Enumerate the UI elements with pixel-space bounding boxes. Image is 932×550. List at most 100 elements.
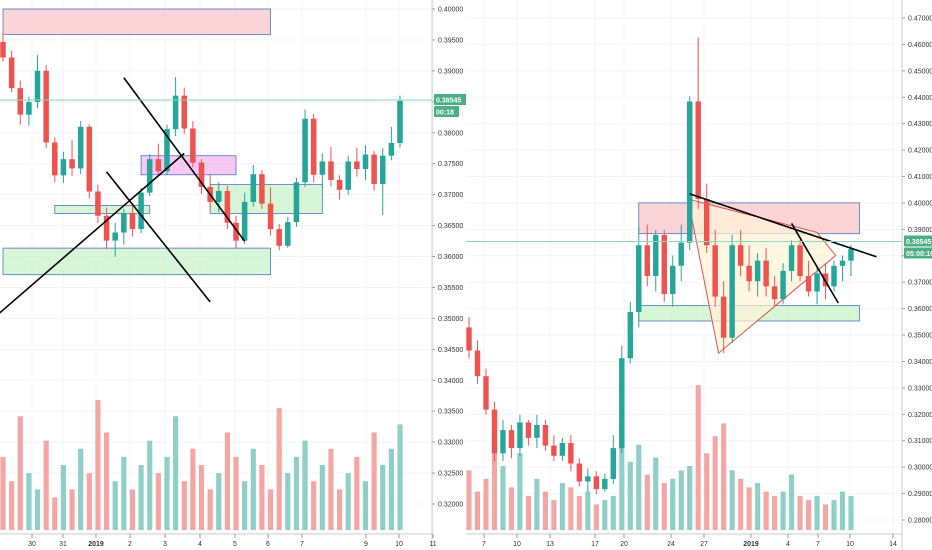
resistance-zone[interactable] [2, 8, 271, 35]
candle-body[interactable] [241, 201, 248, 241]
candle-body[interactable] [164, 129, 170, 172]
left-chart-panel[interactable]: 0.400000.395000.390000.385000.380000.375… [0, 0, 466, 550]
support-zone[interactable] [2, 247, 271, 276]
candle-body[interactable] [52, 142, 58, 176]
candle-body[interactable] [388, 143, 395, 156]
candle-body[interactable] [661, 234, 667, 295]
candle-body[interactable] [379, 155, 386, 185]
candle-body[interactable] [293, 182, 300, 223]
candle-body[interactable] [695, 101, 701, 200]
candle-body[interactable] [259, 174, 265, 204]
candle-body[interactable] [155, 159, 162, 172]
candle-body[interactable] [644, 245, 650, 277]
candle-body[interactable] [712, 245, 718, 297]
candle-body[interactable] [215, 190, 222, 202]
candle-body[interactable] [653, 234, 659, 277]
candle-body[interactable] [610, 448, 617, 479]
time-axis[interactable]: 7 10 13 17 20 24 27 2019 4 7 10 14 [482, 534, 897, 548]
candle-body[interactable] [797, 245, 803, 277]
candle-body[interactable] [500, 430, 506, 454]
candle-body[interactable] [678, 242, 684, 266]
candle-body[interactable] [146, 159, 153, 193]
candle-body[interactable] [129, 213, 136, 230]
candle-body[interactable] [8, 57, 15, 89]
candle-body[interactable] [593, 476, 600, 490]
candle-body[interactable] [34, 70, 41, 102]
candle-body[interactable] [585, 476, 591, 482]
candle-body[interactable] [181, 95, 188, 129]
candle-body[interactable] [397, 100, 403, 144]
candle-body[interactable] [746, 265, 752, 282]
candle-body[interactable] [250, 174, 257, 202]
candle-body[interactable] [233, 222, 239, 241]
candle-body[interactable] [60, 159, 67, 176]
trendline[interactable] [123, 77, 246, 242]
candle-body[interactable] [517, 422, 523, 449]
candle-body[interactable] [328, 161, 334, 180]
candle-body[interactable] [839, 260, 846, 266]
candle-body[interactable] [551, 445, 557, 456]
candle-body[interactable] [198, 162, 205, 187]
trendline[interactable] [0, 152, 185, 325]
candle-body[interactable] [568, 442, 574, 464]
candle-body[interactable] [138, 192, 144, 230]
candle-body[interactable] [69, 159, 75, 169]
candle-body[interactable] [276, 229, 282, 246]
candle-body[interactable] [542, 424, 549, 446]
support-zone[interactable] [54, 204, 151, 214]
candle-body[interactable] [224, 190, 231, 223]
candle-body[interactable] [95, 191, 101, 216]
candle-body[interactable] [686, 101, 693, 243]
trendline[interactable] [105, 171, 211, 303]
left-candlestick-chart[interactable]: 0.400000.395000.390000.385000.380000.375… [0, 0, 466, 550]
candle-body[interactable] [0, 41, 6, 58]
candle-body[interactable] [17, 88, 24, 115]
candle-body[interactable] [754, 260, 761, 282]
candle-body[interactable] [602, 478, 608, 490]
candle-body[interactable] [172, 95, 179, 130]
candle-body[interactable] [763, 260, 769, 287]
candle-body[interactable] [814, 273, 820, 292]
candle-body[interactable] [636, 245, 642, 313]
candle-body[interactable] [354, 161, 360, 169]
trendline[interactable] [689, 193, 877, 258]
candle-body[interactable] [302, 118, 308, 183]
candle-body[interactable] [121, 213, 127, 233]
candle-body[interactable] [483, 376, 489, 410]
candle-body[interactable] [345, 161, 351, 190]
candle-body[interactable] [336, 179, 343, 190]
candle-body[interactable] [310, 118, 317, 175]
candle-body[interactable] [86, 126, 93, 192]
candle-body[interactable] [285, 222, 291, 246]
candle-body[interactable] [729, 245, 735, 338]
candle-body[interactable] [26, 101, 32, 115]
candle-body[interactable] [805, 276, 812, 292]
candle-body[interactable] [525, 422, 532, 438]
candle-body[interactable] [534, 424, 540, 438]
candle-body[interactable] [371, 154, 377, 185]
candle-body[interactable] [362, 154, 369, 169]
candle-body[interactable] [77, 126, 84, 169]
candle-body[interactable] [619, 358, 625, 449]
candle-body[interactable] [720, 296, 727, 338]
candle-body[interactable] [848, 249, 854, 261]
candle-body[interactable] [491, 409, 498, 454]
candle-body[interactable] [103, 215, 110, 241]
candle-body[interactable] [112, 232, 118, 241]
candle-body[interactable] [466, 327, 472, 351]
candle-body[interactable] [474, 350, 481, 377]
right-chart-panel[interactable]: 0.47000 0.46000 0.45000 0.44000 0.43000 0.420… [466, 0, 932, 550]
candle-body[interactable] [43, 70, 49, 143]
candle-body[interactable] [703, 199, 710, 246]
candle-body[interactable] [831, 265, 837, 287]
candle-body[interactable] [267, 203, 274, 230]
time-axis[interactable]: 30 31 2019 2 3 4 5 6 7 9 10 11 [28, 534, 437, 548]
candle-body[interactable] [627, 312, 634, 359]
candle-body[interactable] [771, 286, 778, 300]
price-axis[interactable]: 0.400000.395000.390000.385000.380000.375… [432, 7, 463, 509]
candle-body[interactable] [559, 442, 566, 456]
candle-body[interactable] [576, 463, 583, 482]
candle-body[interactable] [190, 128, 196, 163]
candle-body[interactable] [319, 161, 326, 175]
candle-body[interactable] [780, 270, 786, 300]
